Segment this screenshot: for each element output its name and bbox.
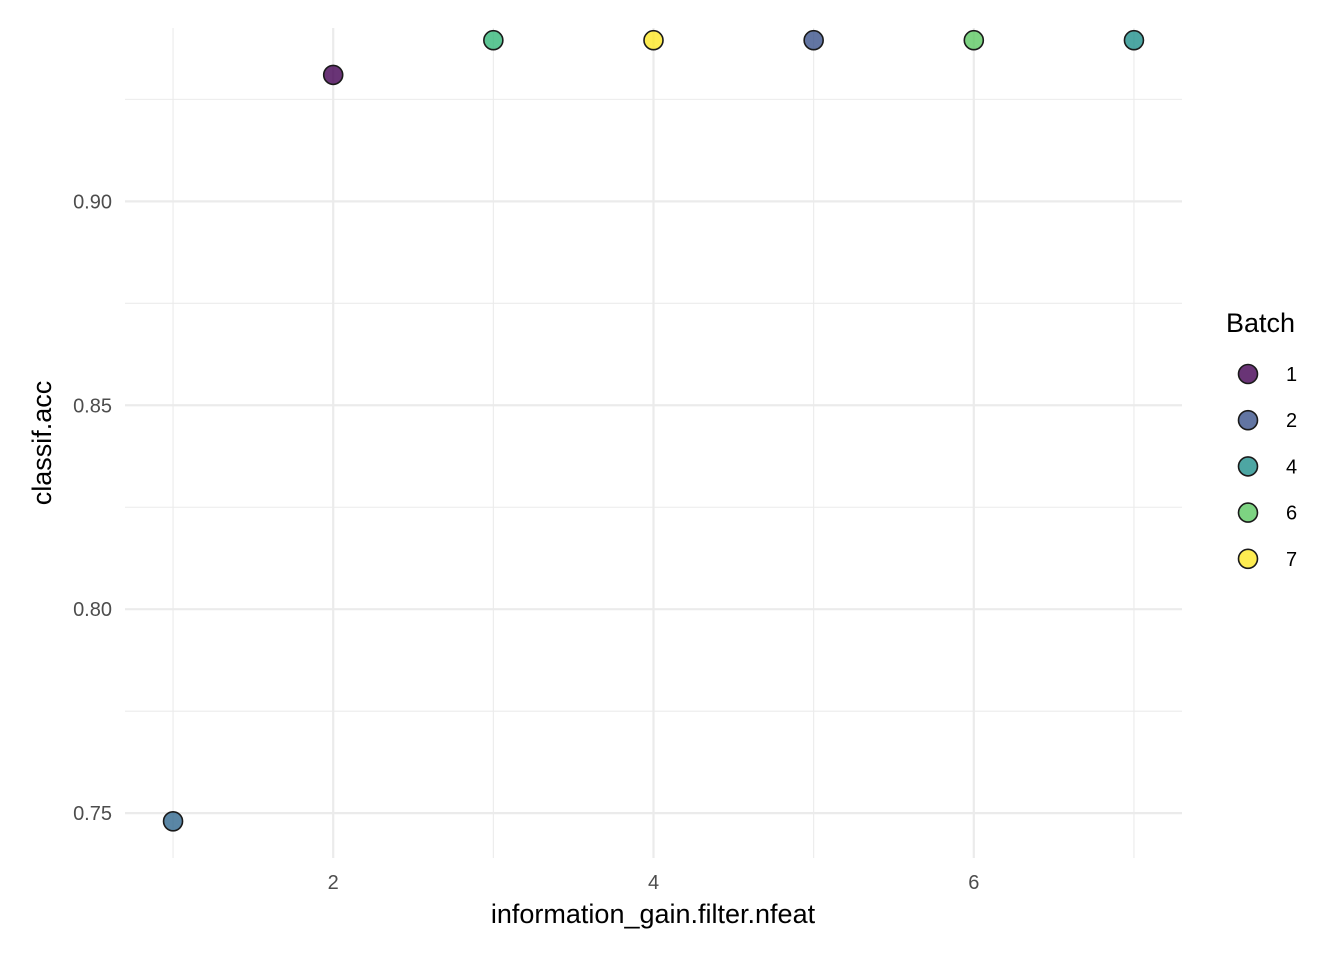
y-tick-label: 0.75 (73, 803, 112, 825)
legend-title: Batch (1226, 308, 1295, 338)
data-points (162, 29, 1145, 832)
legend-items: 1 2 4 6 7 (1237, 363, 1297, 571)
legend-key (1237, 502, 1259, 523)
data-point (963, 29, 985, 51)
y-tick-label: 0.80 (73, 599, 112, 621)
legend-key (1237, 409, 1259, 431)
data-point (803, 29, 824, 51)
data-point (162, 810, 184, 832)
x-tick-label: 4 (648, 872, 659, 894)
y-axis-title: classif.acc (27, 381, 57, 506)
legend-label: 6 (1286, 503, 1297, 525)
x-tick-label: 6 (968, 872, 979, 894)
legend: Batch 1 2 4 6 7 (1226, 308, 1297, 571)
legend-label: 1 (1286, 364, 1297, 386)
legend-label: 4 (1286, 456, 1297, 478)
legend-label: 2 (1286, 410, 1297, 432)
data-point (322, 64, 344, 86)
legend-label: 7 (1286, 549, 1297, 571)
x-tick-label: 2 (328, 872, 339, 894)
y-tick-label: 0.90 (73, 191, 112, 213)
legend-key (1237, 456, 1259, 477)
y-tick-label: 0.85 (73, 395, 112, 417)
tick-labels: 0.75 0.80 0.85 0.90 2 4 6 (73, 191, 979, 894)
grid-layer (125, 28, 1182, 858)
legend-key (1237, 548, 1259, 570)
x-axis-title: information_gain.filter.nfeat (491, 899, 816, 929)
data-point (1123, 29, 1145, 51)
data-point (643, 29, 664, 51)
legend-key (1237, 363, 1259, 385)
data-point (483, 29, 504, 51)
